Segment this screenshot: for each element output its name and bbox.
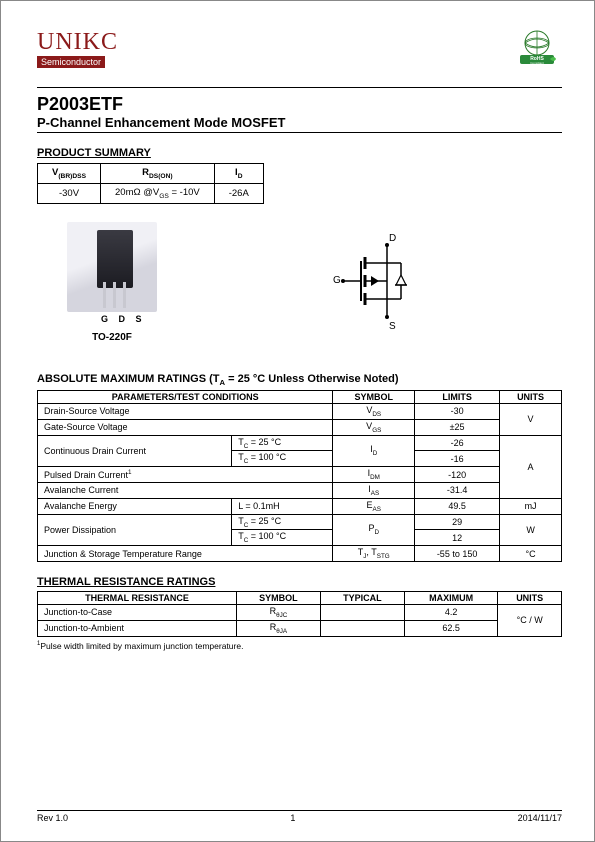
amr-gsv-lim: ±25 bbox=[415, 419, 500, 435]
thr-r2-param: Junction-to-Ambient bbox=[38, 620, 237, 636]
amr-pdc-lim: -120 bbox=[415, 467, 500, 483]
amr-ave-lim: 49.5 bbox=[415, 498, 500, 514]
image-row: G D S TO-220F D G S bbox=[67, 222, 562, 343]
thr-col-typical: TYPICAL bbox=[320, 591, 404, 604]
amr-ave-param: Avalanche Energy bbox=[38, 498, 232, 514]
thr-col-tr: THERMAL RESISTANCE bbox=[38, 591, 237, 604]
source-label: S bbox=[389, 321, 396, 331]
amr-col-units: UNITS bbox=[500, 390, 562, 403]
package-image bbox=[67, 222, 157, 312]
amr-jst-unit: °C bbox=[500, 546, 562, 562]
footer-page: 1 bbox=[290, 813, 295, 823]
logo-subtext: Semiconductor bbox=[37, 56, 105, 68]
amr-col-symbol: SYMBOL bbox=[333, 390, 415, 403]
amr-unit-a: A bbox=[500, 435, 562, 498]
thr-r1-max: 4.2 bbox=[404, 604, 498, 620]
amr-pdc-sym: IDM bbox=[333, 467, 415, 483]
amr-pd-sym: PD bbox=[333, 514, 415, 546]
amr-avc-lim: -31.4 bbox=[415, 482, 500, 498]
amr-jst-sym: TJ, TSTG bbox=[333, 546, 415, 562]
thr-r1-sym: RθJC bbox=[236, 604, 320, 620]
header-rule bbox=[37, 87, 562, 88]
thr-r2-sym: RθJA bbox=[236, 620, 320, 636]
amr-dsv-sym: VDS bbox=[333, 403, 415, 419]
amr-cdc-sym: ID bbox=[333, 435, 415, 467]
amr-gsv-sym: VGS bbox=[333, 419, 415, 435]
package-name: TO-220F bbox=[67, 332, 157, 343]
thr-r1-param: Junction-to-Case bbox=[38, 604, 237, 620]
amr-jst-lim: -55 to 150 bbox=[415, 546, 500, 562]
amr-pd-param: Power Dissipation bbox=[38, 514, 232, 546]
rohs-badge: RoHS Compliant bbox=[512, 29, 562, 69]
logo-text: UNIKC bbox=[37, 29, 118, 56]
amr-ave-unit: mJ bbox=[500, 498, 562, 514]
thr-col-max: MAXIMUM bbox=[404, 591, 498, 604]
amr-pd-c2: TC = 100 °C bbox=[232, 530, 333, 546]
product-summary-heading: PRODUCT SUMMARY bbox=[37, 147, 562, 159]
amr-col-limits: LIMITS bbox=[415, 390, 500, 403]
amr-avc-sym: IAS bbox=[333, 482, 415, 498]
summary-h-vbr: V(BR)DSS bbox=[38, 164, 101, 184]
pin-labels: G D S bbox=[101, 314, 157, 324]
package-block: G D S TO-220F bbox=[67, 222, 157, 343]
amr-dsv-param: Drain-Source Voltage bbox=[38, 403, 333, 419]
summary-h-id: ID bbox=[214, 164, 263, 184]
amr-pd-l1: 29 bbox=[415, 514, 500, 530]
schematic-symbol: D G S bbox=[327, 231, 427, 334]
product-summary-table: V(BR)DSS RDS(ON) ID -30V 20mΩ @VGS = -10… bbox=[37, 163, 264, 204]
amr-ave-cond: L = 0.1mH bbox=[232, 498, 333, 514]
gate-label: G bbox=[333, 275, 341, 286]
summary-id: -26A bbox=[214, 183, 263, 203]
amr-unit-v: V bbox=[500, 403, 562, 435]
thr-r2-typ bbox=[320, 620, 404, 636]
part-number: P2003ETF bbox=[37, 94, 562, 115]
subtitle: P-Channel Enhancement Mode MOSFET bbox=[37, 115, 562, 133]
footer: Rev 1.0 1 2014/11/17 bbox=[37, 810, 562, 823]
amr-table: PARAMETERS/TEST CONDITIONS SYMBOL LIMITS… bbox=[37, 390, 562, 562]
thr-col-units: UNITS bbox=[498, 591, 562, 604]
footer-rev: Rev 1.0 bbox=[37, 813, 68, 823]
amr-cdc-param: Continuous Drain Current bbox=[38, 435, 232, 467]
amr-dsv-lim: -30 bbox=[415, 403, 500, 419]
thr-r2-max: 62.5 bbox=[404, 620, 498, 636]
amr-pdc-param: Pulsed Drain Current1 bbox=[38, 467, 333, 483]
amr-pd-c1: TC = 25 °C bbox=[232, 514, 333, 530]
thr-unit: °C / W bbox=[498, 604, 562, 636]
header: UNIKC Semiconductor RoHS Compliant bbox=[37, 29, 562, 69]
amr-pd-unit: W bbox=[500, 514, 562, 546]
footer-rule bbox=[37, 810, 562, 811]
amr-cdc-c2: TC = 100 °C bbox=[232, 451, 333, 467]
thermal-heading: THERMAL RESISTANCE RATINGS bbox=[37, 576, 562, 588]
summary-vbr: -30V bbox=[38, 183, 101, 203]
amr-avc-param: Avalanche Current bbox=[38, 482, 333, 498]
logo: UNIKC Semiconductor bbox=[37, 29, 118, 68]
amr-ave-sym: EAS bbox=[333, 498, 415, 514]
footnote: 1Pulse width limited by maximum junction… bbox=[37, 641, 562, 651]
summary-h-rds: RDS(ON) bbox=[101, 164, 215, 184]
amr-cdc-c1: TC = 25 °C bbox=[232, 435, 333, 451]
footer-date: 2014/11/17 bbox=[518, 813, 562, 823]
amr-cdc-l1: -26 bbox=[415, 435, 500, 451]
amr-cdc-l2: -16 bbox=[415, 451, 500, 467]
drain-label: D bbox=[389, 233, 396, 244]
thr-col-symbol: SYMBOL bbox=[236, 591, 320, 604]
amr-pd-l2: 12 bbox=[415, 530, 500, 546]
svg-text:Compliant: Compliant bbox=[530, 61, 544, 65]
thermal-table: THERMAL RESISTANCE SYMBOL TYPICAL MAXIMU… bbox=[37, 591, 562, 637]
amr-gsv-param: Gate-Source Voltage bbox=[38, 419, 333, 435]
amr-heading: ABSOLUTE MAXIMUM RATINGS (TA = 25 °C Unl… bbox=[37, 373, 562, 387]
summary-rds: 20mΩ @VGS = -10V bbox=[101, 183, 215, 203]
amr-jst-param: Junction & Storage Temperature Range bbox=[38, 546, 333, 562]
amr-col-param: PARAMETERS/TEST CONDITIONS bbox=[38, 390, 333, 403]
thr-r1-typ bbox=[320, 604, 404, 620]
